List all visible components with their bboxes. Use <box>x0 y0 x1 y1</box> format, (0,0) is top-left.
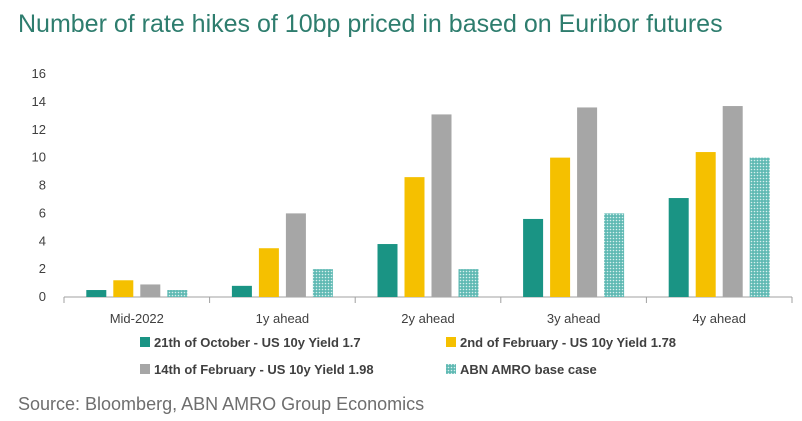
x-tick-label: 2y ahead <box>401 311 455 326</box>
legend: 21th of October - US 10y Yield 1.7 2nd of… <box>140 335 676 377</box>
bar <box>695 152 716 297</box>
bar <box>377 244 398 297</box>
bar <box>749 157 770 297</box>
y-tick-label: 14 <box>32 94 46 109</box>
bar <box>140 284 161 297</box>
x-tick-label: 1y ahead <box>256 311 310 326</box>
x-tick-label: 3y ahead <box>547 311 601 326</box>
legend-swatch <box>140 364 150 374</box>
bar <box>577 107 598 297</box>
bar <box>231 285 252 297</box>
bar <box>404 177 425 297</box>
bar <box>113 280 134 297</box>
y-tick-label: 4 <box>39 233 46 248</box>
bar <box>285 213 306 297</box>
y-tick-label: 2 <box>39 261 46 276</box>
legend-label: ABN AMRO base case <box>460 362 597 377</box>
bar <box>431 114 452 297</box>
x-tick-label: Mid-2022 <box>110 311 164 326</box>
bar <box>722 106 743 298</box>
y-tick-label: 6 <box>39 205 46 220</box>
legend-label: 21th of October - US 10y Yield 1.7 <box>154 335 361 350</box>
y-tick-label: 16 <box>32 66 46 81</box>
bar <box>604 213 625 297</box>
bar <box>167 290 188 297</box>
legend-swatch <box>446 364 456 374</box>
legend-swatch <box>140 337 150 347</box>
x-tick-label: 4y ahead <box>692 311 746 326</box>
y-tick-label: 10 <box>32 150 46 165</box>
bar <box>258 248 279 297</box>
x-axis: Mid-2022 1y ahead 2y ahead 3y ahead 4y ahead <box>63 296 793 326</box>
y-tick-label: 0 <box>39 289 46 304</box>
y-tick-label: 8 <box>39 178 46 193</box>
y-axis: 0 2 4 6 8 10 12 14 16 <box>32 66 46 304</box>
bar <box>86 290 107 297</box>
y-tick-label: 12 <box>32 122 46 137</box>
bar <box>550 157 571 297</box>
bar <box>312 269 333 297</box>
legend-label: 14th of February - US 10y Yield 1.98 <box>154 362 374 377</box>
chart-title: Number of rate hikes of 10bp priced in b… <box>18 10 723 38</box>
legend-label: 2nd of February - US 10y Yield 1.78 <box>460 335 676 350</box>
source-note: Source: Bloomberg, ABN AMRO Group Econom… <box>18 394 425 414</box>
bar <box>458 269 479 297</box>
bar <box>668 198 689 297</box>
legend-swatch <box>446 337 456 347</box>
bar <box>523 218 544 297</box>
bars <box>86 106 770 298</box>
